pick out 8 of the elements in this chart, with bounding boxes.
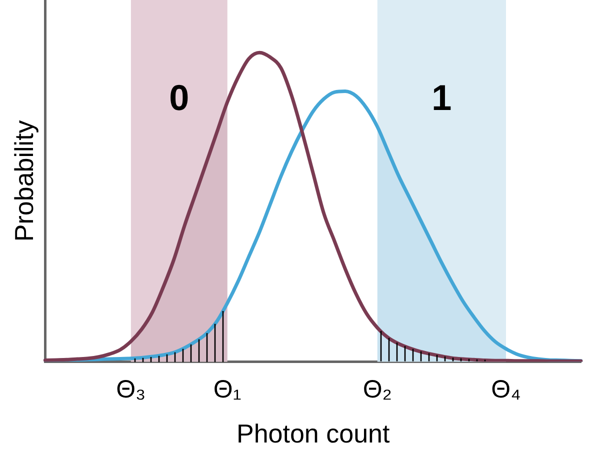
x-tick-label: Θ₂ [362,376,392,404]
x-axis-title: Photon count [236,418,390,449]
x-tick-label: Θ₁ [213,376,242,404]
band-label: 0 [169,76,190,118]
band-label: 1 [432,76,452,118]
x-tick-label: Θ₄ [491,376,521,404]
x-tick-label: Θ₃ [116,376,146,404]
y-axis-title: Probability [8,120,39,242]
